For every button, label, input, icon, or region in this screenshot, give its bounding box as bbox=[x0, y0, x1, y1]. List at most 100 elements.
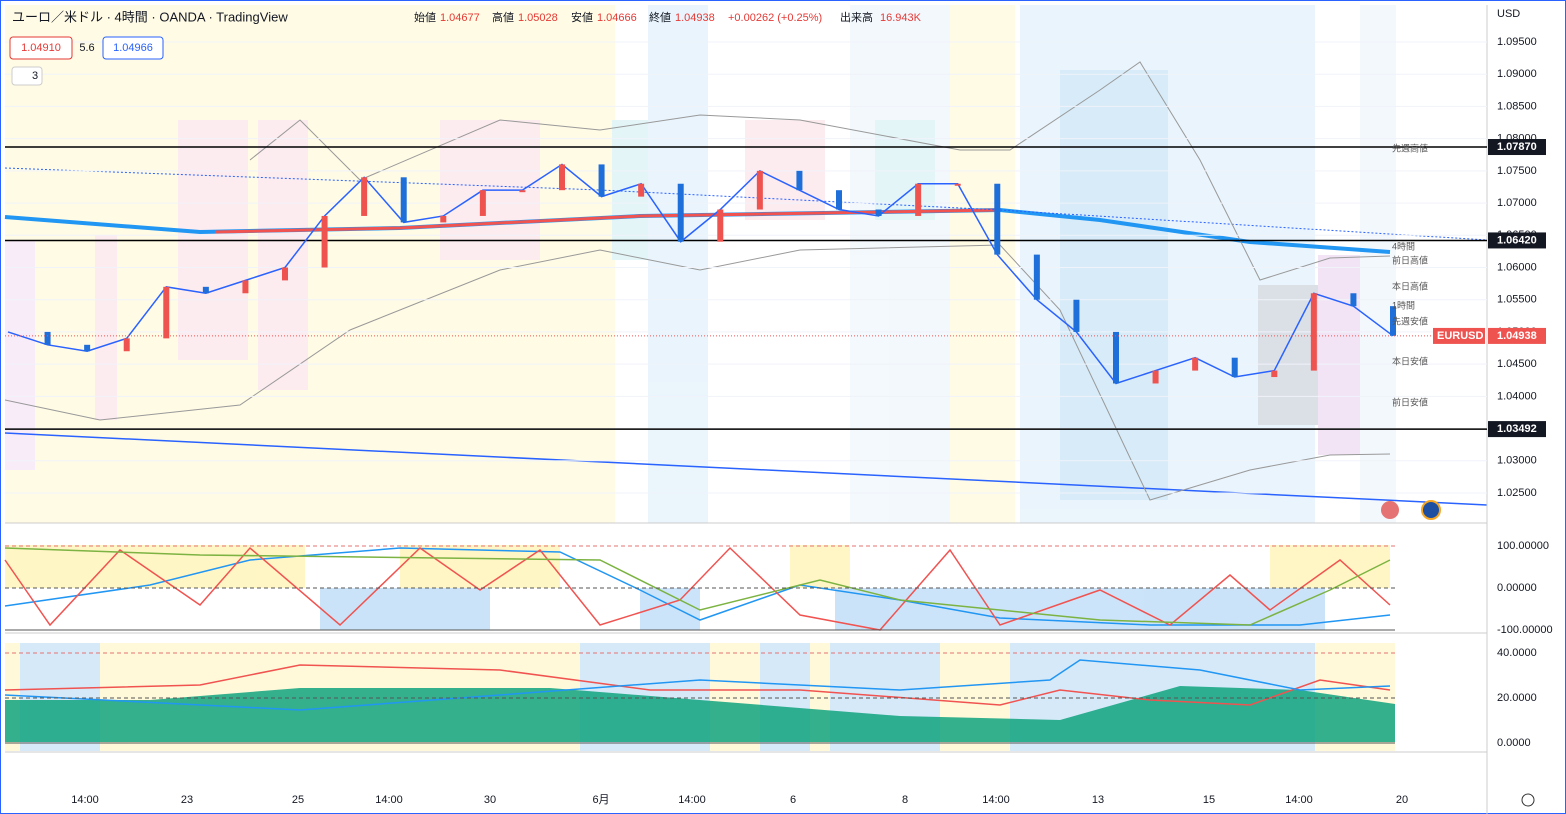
candle bbox=[440, 215, 447, 223]
tick-label: 20.0000 bbox=[1497, 692, 1537, 704]
candle bbox=[638, 183, 645, 197]
value: 1.04677 bbox=[440, 12, 480, 24]
candle bbox=[361, 177, 368, 216]
candle bbox=[202, 286, 209, 294]
time-label: 14:00 bbox=[678, 794, 706, 806]
tick-label: 0.00000 bbox=[1497, 582, 1537, 594]
time-label: 20 bbox=[1396, 794, 1408, 806]
histogram bbox=[5, 686, 1395, 742]
price-tick-label: 1.02500 bbox=[1497, 487, 1537, 499]
candle bbox=[875, 209, 882, 216]
background-zones bbox=[5, 5, 1396, 523]
time-label: 15 bbox=[1203, 794, 1215, 806]
buy-button[interactable] bbox=[102, 36, 164, 60]
time-label: 23 bbox=[181, 794, 193, 806]
value: 16.943K bbox=[880, 12, 922, 24]
indicator-count[interactable]: 3 bbox=[32, 70, 38, 82]
oscillator-lines bbox=[4, 546, 1391, 711]
price-tick-label: 1.04000 bbox=[1497, 390, 1537, 402]
candle bbox=[1390, 306, 1396, 336]
ohlc: 始値 1.04677 高値 1.05028 安値 1.04666 終値 1.04… bbox=[414, 10, 922, 24]
price-tick-label: 1.09000 bbox=[1497, 68, 1537, 80]
time-label: 14:00 bbox=[1285, 794, 1313, 806]
ask[interactable]: 1.04966 bbox=[113, 42, 153, 54]
label: 高値 bbox=[492, 10, 514, 24]
price-tick-label: 1.07000 bbox=[1497, 197, 1537, 209]
spread: 5.6 bbox=[79, 42, 94, 54]
symbol-tag bbox=[1433, 327, 1485, 344]
level-label: 1.03492 bbox=[1497, 423, 1537, 435]
candle bbox=[44, 331, 51, 345]
annotation: 本日高値 bbox=[1392, 280, 1428, 291]
time-label: 25 bbox=[292, 794, 304, 806]
indicator-lines bbox=[4, 61, 1488, 506]
level-tag bbox=[1488, 139, 1546, 156]
candle bbox=[1033, 254, 1040, 300]
annotation: 前日安値 bbox=[1392, 396, 1428, 407]
candle bbox=[756, 170, 763, 210]
price-tick-label: 1.04500 bbox=[1497, 358, 1537, 370]
price-tick-label: 1.08500 bbox=[1497, 100, 1537, 112]
tick-label: -100.00000 bbox=[1497, 624, 1553, 636]
eu-event[interactable] bbox=[1421, 500, 1441, 520]
price-tick-label: 1.05500 bbox=[1497, 294, 1537, 306]
indicator-toggle[interactable] bbox=[11, 66, 43, 86]
annotation: 先週安値 bbox=[1392, 315, 1428, 326]
annotation: 本日安値 bbox=[1392, 355, 1428, 366]
price-tag bbox=[1488, 327, 1546, 344]
candle bbox=[1192, 357, 1199, 371]
time-label: 6月 bbox=[592, 794, 609, 806]
sell-button[interactable] bbox=[9, 36, 73, 60]
candle bbox=[559, 164, 565, 191]
level-tag bbox=[1488, 421, 1546, 438]
candle bbox=[1113, 331, 1119, 384]
tick-label: 40.0000 bbox=[1497, 647, 1537, 659]
candle bbox=[282, 267, 288, 281]
value: 1.04666 bbox=[597, 12, 637, 24]
label: 始値 bbox=[414, 10, 436, 24]
label: 安値 bbox=[571, 10, 593, 24]
candle bbox=[163, 286, 170, 339]
time-label: 6 bbox=[790, 794, 796, 806]
level-label: 1.07870 bbox=[1497, 141, 1537, 153]
price-tick-label: 1.03000 bbox=[1497, 455, 1537, 467]
candle bbox=[796, 170, 803, 191]
settings[interactable] bbox=[1521, 793, 1535, 807]
candle bbox=[519, 190, 526, 193]
change: +0.00262 (+0.25%) bbox=[728, 12, 822, 24]
time-label: 14:00 bbox=[71, 794, 99, 806]
us-event[interactable] bbox=[1381, 501, 1399, 519]
candle bbox=[717, 209, 724, 242]
time-label: 14:00 bbox=[375, 794, 403, 806]
currency[interactable]: USD bbox=[1497, 8, 1520, 20]
candle bbox=[677, 183, 684, 242]
annotation: 4時間 bbox=[1392, 241, 1415, 251]
value: 1.04938 bbox=[675, 12, 715, 24]
label: 出来高 bbox=[840, 10, 873, 24]
candle bbox=[954, 183, 961, 186]
candle bbox=[479, 190, 486, 216]
bid[interactable]: 1.04910 bbox=[21, 42, 61, 54]
time-label: 8 bbox=[902, 794, 908, 806]
level-tag bbox=[1488, 232, 1546, 249]
candle bbox=[1310, 293, 1317, 371]
tick-label: 0.0000 bbox=[1497, 737, 1531, 749]
price-tick-label: 1.07500 bbox=[1497, 165, 1537, 177]
time-label: 13 bbox=[1092, 794, 1104, 806]
candle bbox=[1350, 293, 1357, 307]
time-label: 14:00 bbox=[982, 794, 1010, 806]
annotation: 1時間 bbox=[1392, 300, 1415, 310]
candle bbox=[321, 215, 328, 268]
candle bbox=[1231, 357, 1238, 378]
annotation: 先週高値 bbox=[1392, 142, 1428, 153]
level-label: 1.06420 bbox=[1497, 234, 1537, 246]
time-label: 30 bbox=[484, 794, 496, 806]
tick-label: 100.00000 bbox=[1497, 540, 1549, 552]
candle bbox=[994, 183, 1001, 255]
label: 終値 bbox=[649, 10, 671, 24]
candle bbox=[400, 177, 407, 223]
candle bbox=[915, 183, 922, 216]
price-tick-label: 1.09500 bbox=[1497, 36, 1537, 48]
price-line bbox=[7, 163, 1394, 385]
